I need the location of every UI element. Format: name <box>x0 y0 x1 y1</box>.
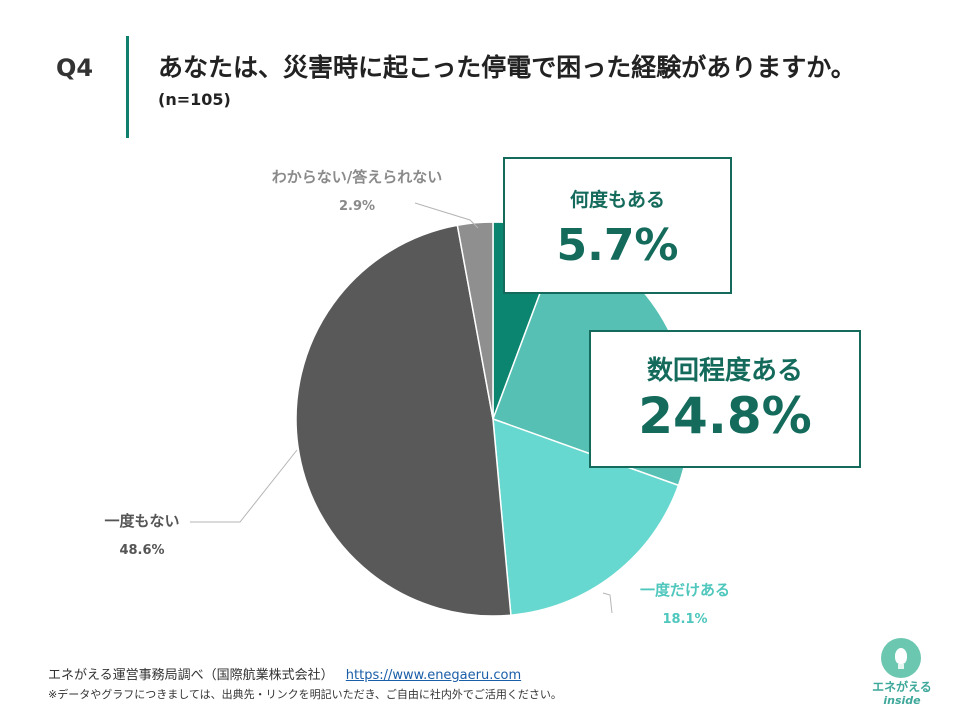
data-label-once-name: 一度だけある <box>639 581 730 599</box>
leader-line-unknown <box>414 202 479 229</box>
data-label-many-times-value: 5.7% <box>556 220 679 271</box>
question-number: Q4 <box>56 54 94 82</box>
logo-sub: inside <box>883 694 921 707</box>
data-label-many-times-name: 何度もある <box>569 189 665 211</box>
data-label-unknown-value: 2.9% <box>338 199 376 214</box>
data-label-once-value: 18.1% <box>662 612 708 627</box>
data-label-unknown-name: わからない/答えられない <box>271 168 443 186</box>
data-label-several-times-name: 数回程度ある <box>646 356 803 386</box>
chart-title: あなたは、災害時に起こった停電で困った経験がありますか。 <box>158 53 856 82</box>
source-text: エネがえる運営事務局調べ（国際航業株式会社） <box>48 668 334 683</box>
data-label-unknown: わからない/答えられない 2.9% <box>254 166 460 214</box>
data-label-never-value: 48.6% <box>119 543 165 558</box>
leader-lines <box>190 202 613 614</box>
data-label-once: 一度だけある 18.1% <box>622 579 748 627</box>
sample-size: (n=105) <box>158 90 231 109</box>
callout-many-times: 何度もある 5.7% <box>503 157 732 294</box>
leader-line-once <box>602 592 613 614</box>
callout-several-times: 数回程度ある 24.8% <box>589 330 861 468</box>
source-link[interactable]: https://www.enegaeru.com <box>345 668 522 683</box>
source-credit: エネがえる運営事務局調べ（国際航業株式会社） https://www.enega… <box>48 664 521 683</box>
title-divider <box>126 36 129 138</box>
lightbulb-icon <box>881 638 921 678</box>
brand-logo: エネがえる inside <box>864 638 944 708</box>
pie-slice-unknown <box>456 221 494 420</box>
pie-slice-once <box>492 417 680 617</box>
usage-note: ※データやグラフにつきましては、出典先・リンクを明記いただき、ご自由に社内外でご… <box>48 688 562 701</box>
pie-slice-never <box>295 224 512 617</box>
logo-name: エネがえる <box>872 680 932 694</box>
leader-line-never <box>190 449 298 523</box>
data-label-several-times-value: 24.8% <box>638 387 812 445</box>
data-label-never-name: 一度もない <box>104 512 180 530</box>
data-label-never: 一度もない 48.6% <box>82 510 202 558</box>
